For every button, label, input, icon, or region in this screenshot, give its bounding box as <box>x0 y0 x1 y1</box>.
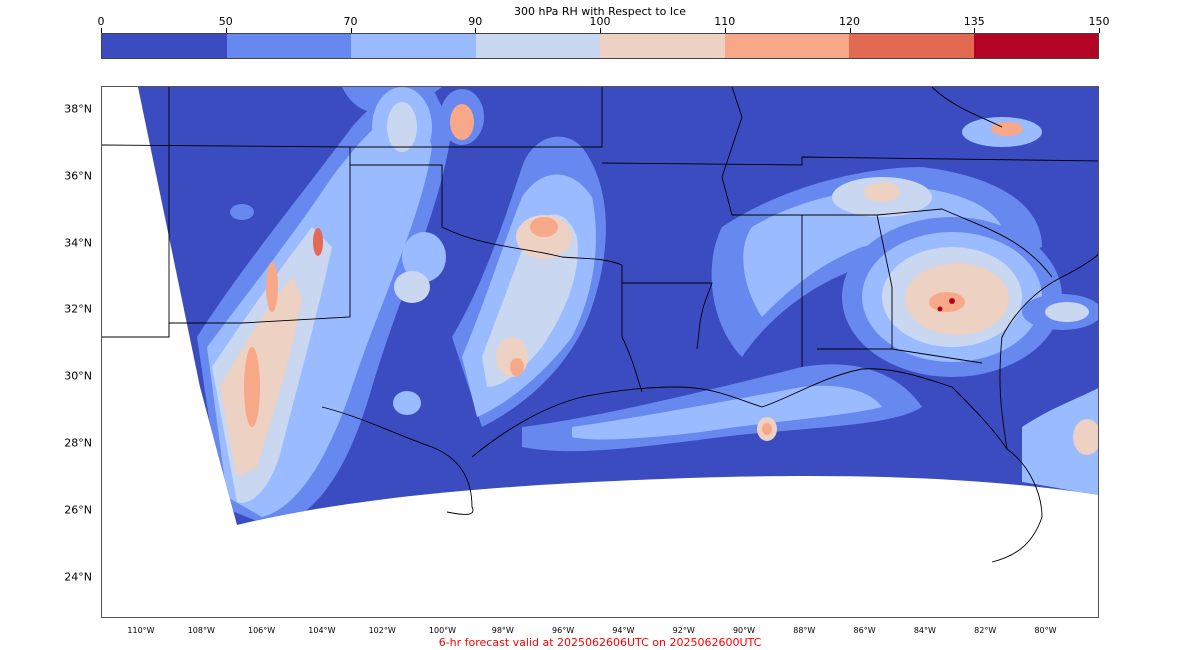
rh-blob-atl-inner <box>1045 302 1089 322</box>
rh-peak-tx-2 <box>530 217 558 237</box>
longitude-label: 106°W <box>248 626 276 635</box>
boundary-lines <box>102 87 1098 563</box>
colorbar-tick-mark <box>849 28 851 33</box>
state-boundary-ar-la <box>622 282 713 350</box>
colorbar-segment-0-50 <box>102 34 227 58</box>
chart-title: 300 hPa RH with Respect to Ice <box>514 5 686 18</box>
rh-peak-west-2 <box>266 262 278 312</box>
state-boundary-ar-north <box>601 156 1098 166</box>
state-boundary-ga <box>876 208 1053 278</box>
longitude-label: 84°W <box>913 626 936 635</box>
rh-blob-co-2 <box>387 102 417 152</box>
colorbar-tick-mark <box>475 28 477 33</box>
colorbar-segment-135-150 <box>973 34 1098 58</box>
rh-peak-tx-4 <box>510 358 524 376</box>
map-panel <box>101 86 1099 618</box>
rh-peak-ga-3 <box>937 306 943 312</box>
longitude-label: 98°W <box>491 626 514 635</box>
rh-field-map <box>102 87 1098 563</box>
state-boundary-nm-south <box>102 322 242 338</box>
forecast-valid-caption: 6-hr forecast valid at 2025062606UTC on … <box>438 636 762 649</box>
colorbar-tick-mark <box>225 28 227 33</box>
longitude-label: 92°W <box>672 626 695 635</box>
colorbar-tick-label: 150 <box>1088 15 1110 28</box>
colorbar-segment-110-120 <box>724 34 849 58</box>
colorbar-tick-label: 135 <box>963 15 985 28</box>
colorbar-segment-100-110 <box>600 34 725 58</box>
latitude-label: 24°N <box>64 570 92 584</box>
longitude-label: 96°W <box>552 626 575 635</box>
colorbar-tick-label: 110 <box>714 15 736 28</box>
rh-peak-ga-2 <box>949 298 955 304</box>
atlantic-coastline <box>999 253 1098 450</box>
rh-blob-ms-peak <box>864 182 900 202</box>
colorbar-tick-mark <box>350 28 352 33</box>
longitude-label: 86°W <box>853 626 876 635</box>
colorbar-tick-mark <box>600 28 601 33</box>
rh-contour-west-peak <box>220 277 302 477</box>
latitude-label: 26°N <box>64 503 92 517</box>
state-boundary-ok-tx <box>441 226 623 266</box>
colorbar-tick-label: 0 <box>97 15 105 28</box>
longitude-label: 100°W <box>428 626 457 635</box>
longitude-label: 108°W <box>187 626 215 635</box>
colorbar-tick-mark <box>1099 28 1100 33</box>
state-boundary-al <box>802 214 893 349</box>
rh-blob-gulf-2 <box>762 423 772 435</box>
longitude-label: 82°W <box>974 626 997 635</box>
colorbar-segment-120-135 <box>849 34 974 58</box>
rh-blob-nm-1 <box>402 232 446 282</box>
rh-blob-nm-3 <box>230 204 254 220</box>
rh-contour-gulf-inner <box>572 385 882 440</box>
latitude-label: 32°N <box>64 302 92 316</box>
longitude-label: 88°W <box>793 626 816 635</box>
longitude-label: 102°W <box>368 626 396 635</box>
rh-peak-west-1 <box>244 347 260 427</box>
longitude-label: 104°W <box>308 626 336 635</box>
rh-peak-ga-1 <box>929 292 965 312</box>
colorbar <box>101 33 1099 59</box>
latitude-label: 30°N <box>64 369 92 383</box>
state-boundary-tx-la <box>621 265 643 393</box>
colorbar-segment-90-100 <box>475 34 600 58</box>
colorbar-tick-label: 50 <box>218 15 233 28</box>
rh-contour-fl <box>1022 387 1098 497</box>
colorbar-segment-70-90 <box>351 34 476 58</box>
rh-blob-ks-peak <box>450 104 474 140</box>
rh-blob-tx-s <box>393 391 421 415</box>
state-boundary-fl-north <box>817 348 983 364</box>
colorbar-tick-mark <box>724 28 726 33</box>
state-boundary-east <box>721 87 1003 216</box>
colorbar-tick-label: 90 <box>468 15 483 28</box>
latitude-label: 28°N <box>64 436 92 450</box>
latitude-label: 38°N <box>64 102 92 116</box>
gulf-coastline <box>321 368 1043 563</box>
longitude-label: 90°W <box>732 626 756 635</box>
colorbar-segment-50-70 <box>226 34 351 58</box>
colorbar-tick-label: 70 <box>343 15 358 28</box>
rh-peak-west-3 <box>313 228 323 256</box>
colorbar-tick-mark <box>974 28 976 33</box>
latitude-label: 36°N <box>64 169 92 183</box>
latitude-label: 34°N <box>64 236 92 250</box>
colorbar-tick-label: 100 <box>589 15 611 28</box>
state-boundary-ok <box>102 87 603 165</box>
colorbar-tick-mark <box>101 28 102 33</box>
longitude-label: 94°W <box>612 626 635 635</box>
longitude-label: 110°W <box>127 626 155 635</box>
rh-blob-nm-2 <box>394 271 430 303</box>
rh-blob-fl <box>1073 419 1098 455</box>
colorbar-tick-label: 120 <box>839 15 860 28</box>
longitude-label: 80°W <box>1034 626 1057 635</box>
